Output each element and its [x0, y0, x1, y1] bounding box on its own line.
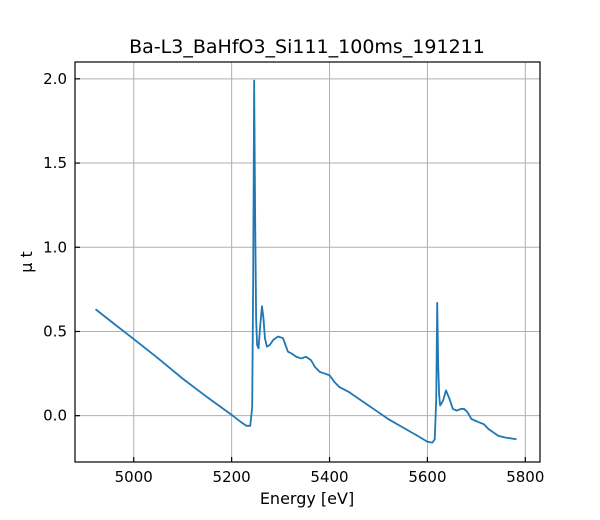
x-tick-label: 5000	[115, 468, 153, 486]
x-tick-label: 5200	[213, 468, 251, 486]
x-axis-label: Energy [eV]	[260, 489, 354, 508]
grid	[75, 62, 540, 462]
y-tick-label: 0.5	[43, 322, 67, 340]
y-axis-label: μ t	[17, 251, 36, 273]
chart-title: Ba-L3_BaHfO3_Si111_100ms_191211	[129, 36, 485, 58]
y-tick-label: 1.5	[43, 154, 67, 172]
x-tick-label: 5800	[506, 468, 544, 486]
plot-area	[95, 79, 517, 444]
y-tick-label: 2.0	[43, 70, 67, 88]
x-tick-label: 5400	[310, 468, 348, 486]
plot-frame	[74, 61, 541, 463]
y-tick-label: 1.0	[43, 238, 67, 256]
series-line	[95, 79, 517, 444]
axes: 5000 5200 5400 5600 5800 0.0 0.5 1.0 1.5 2.0	[43, 70, 544, 486]
x-tick-label: 5600	[408, 468, 446, 486]
y-tick-label: 0.0	[43, 407, 67, 425]
